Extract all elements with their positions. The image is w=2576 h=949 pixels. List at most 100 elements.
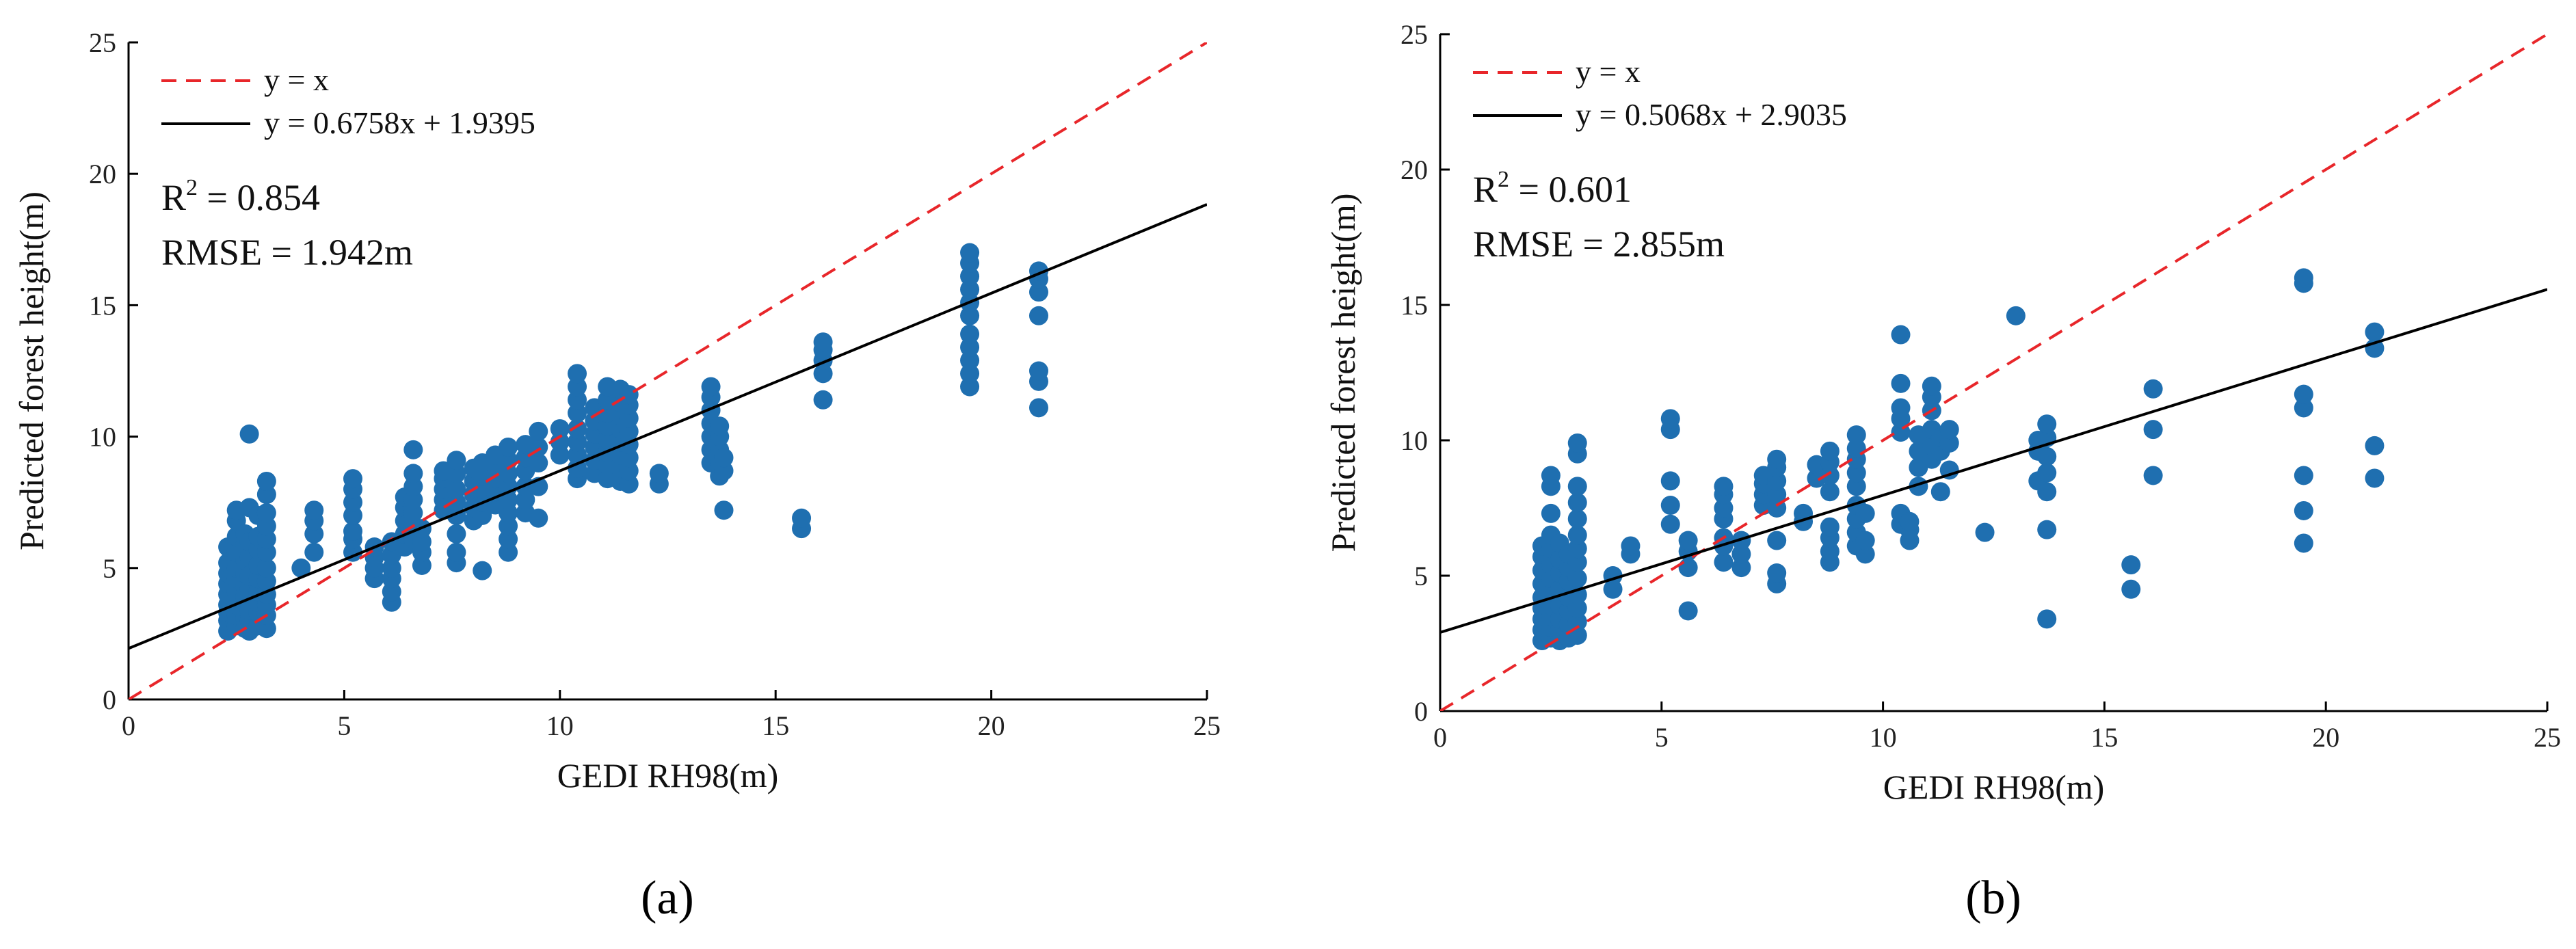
data-point [649, 464, 669, 483]
x-tick-label: 10 [1870, 722, 1897, 753]
data-point [1731, 558, 1751, 578]
panel-label: (b) [1965, 872, 2021, 924]
data-point [550, 419, 570, 439]
data-point [1891, 398, 1911, 418]
data-point [2365, 436, 2385, 455]
data-point [2294, 268, 2313, 288]
x-tick-label: 20 [2312, 722, 2339, 753]
data-point [1767, 563, 1787, 583]
data-point [619, 461, 639, 481]
data-point [1846, 463, 1866, 483]
data-point [568, 445, 587, 465]
data-point [1846, 477, 1866, 496]
data-point [1855, 531, 1875, 550]
x-tick-label: 15 [2090, 722, 2118, 753]
y-tick-label: 10 [1400, 425, 1428, 456]
legend-label: y = 0.6758x + 1.9395 [264, 105, 535, 140]
data-point [960, 267, 980, 286]
r2-superscript: 2 [186, 175, 198, 200]
identity-line [1440, 34, 2547, 711]
data-point [2294, 533, 2313, 553]
identity-line [129, 42, 1207, 699]
data-point [2037, 520, 2057, 539]
rmse-text: RMSE = 2.855m [1473, 224, 1725, 265]
data-point [529, 508, 548, 528]
data-point [403, 464, 423, 483]
data-point [1567, 568, 1587, 588]
data-points [1532, 268, 2385, 651]
data-point [1567, 598, 1587, 618]
data-point [499, 516, 518, 536]
data-point [304, 542, 324, 562]
data-point [403, 440, 423, 459]
data-point [1660, 409, 1680, 429]
data-point [1767, 471, 1787, 491]
regression-line [1440, 288, 2547, 634]
data-point [1767, 485, 1787, 505]
data-point [1028, 398, 1048, 418]
data-point [1767, 531, 1787, 550]
y-tick-label: 20 [89, 159, 116, 189]
data-point [447, 524, 466, 544]
trend-lines [129, 42, 1207, 699]
legend-label: y = 0.5068x + 2.9035 [1576, 97, 1847, 132]
data-point [447, 542, 466, 562]
data-point [304, 524, 324, 544]
r2-label: R [161, 177, 186, 218]
data-point [1939, 433, 1959, 453]
data-point [1900, 511, 1920, 531]
data-point [2143, 379, 2163, 399]
x-tick-label: 15 [762, 710, 789, 741]
data-point [2294, 466, 2313, 485]
data-point [1621, 536, 1641, 556]
data-point [291, 558, 311, 578]
data-point [1820, 482, 1840, 502]
data-point [1567, 509, 1587, 529]
data-point [403, 477, 423, 496]
data-point [256, 516, 276, 536]
data-point [568, 432, 587, 452]
chart-panel-b: 0 5 10 15 20 25 0 5 10 15 20 25 GEDI RH98(m) Predicte… [1324, 19, 2561, 924]
data-point [619, 385, 639, 405]
data-point [960, 364, 980, 384]
y-tick-label: 15 [89, 290, 116, 321]
data-point [550, 432, 570, 452]
data-point [619, 474, 639, 494]
data-point [412, 532, 431, 552]
data-point [1820, 542, 1840, 561]
data-point [1731, 544, 1751, 564]
data-point [2037, 446, 2057, 466]
data-point [256, 619, 276, 639]
data-point [1541, 503, 1561, 523]
data-point [1855, 544, 1875, 564]
r2-value: = 0.601 [1509, 169, 1632, 210]
legend-label: y = x [264, 62, 329, 97]
data-point [960, 280, 980, 299]
x-tick-label: 25 [1193, 710, 1221, 741]
x-tick-label: 10 [546, 710, 574, 741]
data-point [2294, 398, 2313, 418]
data-point [473, 505, 492, 525]
y-tick-label: 0 [103, 684, 116, 715]
data-point [714, 448, 734, 468]
data-point [813, 364, 833, 384]
data-point [792, 508, 812, 528]
rmse-text: RMSE = 1.942m [161, 232, 413, 273]
data-point [447, 464, 466, 483]
data-point [2037, 414, 2057, 434]
data-point [2294, 384, 2313, 404]
data-point [1660, 496, 1680, 516]
data-point [2365, 468, 2385, 488]
data-point [1567, 477, 1587, 496]
data-point [343, 492, 363, 512]
data-point [412, 555, 431, 575]
data-point [256, 572, 276, 591]
data-point [2121, 555, 2141, 575]
data-point [2037, 463, 2057, 483]
r2-text: R2 = 0.854 [161, 175, 320, 218]
x-tick-label: 20 [978, 710, 1005, 741]
data-point [1891, 373, 1911, 393]
data-point [447, 451, 466, 470]
data-point [813, 390, 833, 410]
